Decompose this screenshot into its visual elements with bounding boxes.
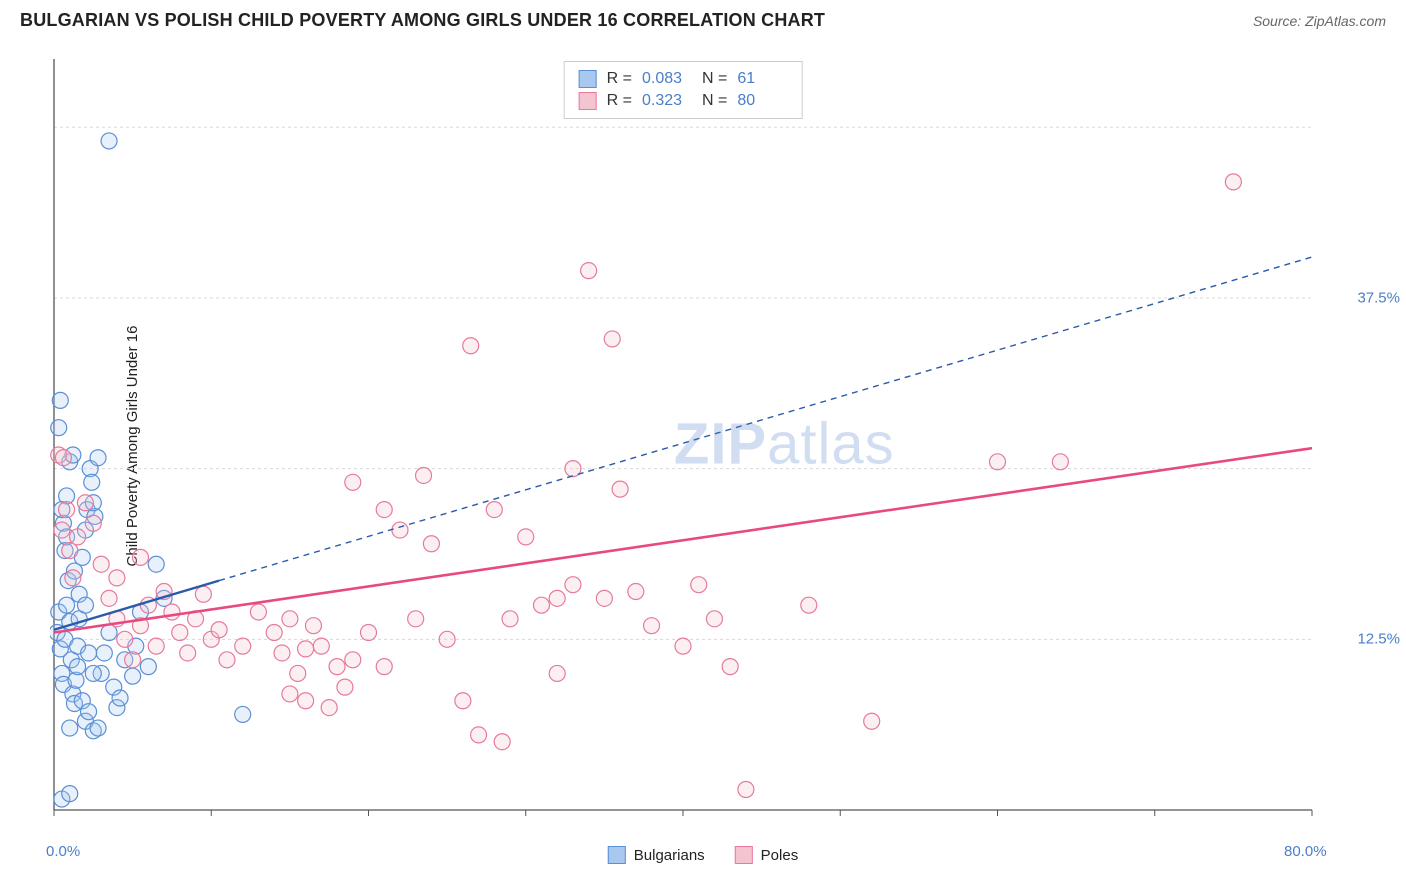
legend-label-bulgarians: Bulgarians [634,847,705,864]
r-label: R = [607,92,632,110]
legend-item-poles: Poles [735,846,799,864]
r-value-bulgarians: 0.083 [642,70,692,88]
y-tick-label: 12.5% [1357,631,1400,648]
r-value-poles: 0.323 [642,92,692,110]
swatch-bulgarians-icon [579,70,597,88]
correlation-legend: R = 0.083 N = 61 R = 0.323 N = 80 [564,61,803,119]
n-value-bulgarians: 61 [737,70,787,88]
n-label: N = [702,92,727,110]
legend-label-poles: Poles [761,847,799,864]
x-tick-label: 0.0% [46,843,80,860]
n-label: N = [702,70,727,88]
legend-row-poles: R = 0.323 N = 80 [579,90,788,112]
x-tick-label: 80.0% [1284,843,1327,860]
legend-row-bulgarians: R = 0.083 N = 61 [579,68,788,90]
r-label: R = [607,70,632,88]
swatch-poles-icon [579,92,597,110]
legend-item-bulgarians: Bulgarians [608,846,705,864]
y-tick-label: 37.5% [1357,289,1400,306]
n-value-poles: 80 [737,92,787,110]
source-text: Source: ZipAtlas.com [1253,13,1386,29]
chart-area: ZIPatlas R = 0.083 N = 61 R = 0.323 N = … [50,55,1316,832]
swatch-bulgarians-icon [608,846,626,864]
series-legend: Bulgarians Poles [608,846,798,864]
scatter-chart-svg [50,55,1316,832]
swatch-poles-icon [735,846,753,864]
chart-title: BULGARIAN VS POLISH CHILD POVERTY AMONG … [20,10,825,31]
